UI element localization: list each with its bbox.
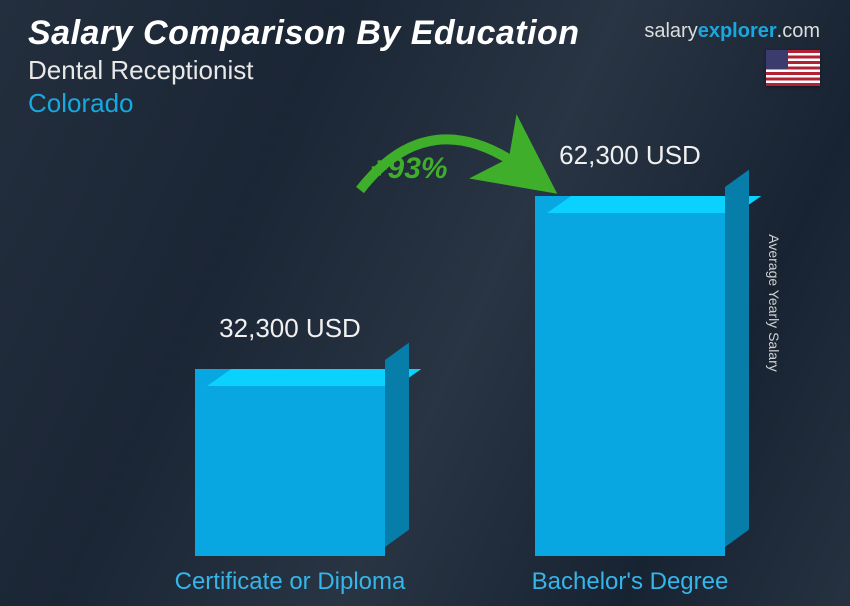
us-flag-icon [766, 50, 820, 86]
bar-value-label: 62,300 USD [500, 140, 760, 171]
bar-bachelor: 62,300 USD Bachelor's Degree [500, 196, 760, 556]
bar-category-label: Certificate or Diploma [160, 568, 420, 596]
bar-side-face [725, 170, 749, 547]
brand-main: explorer [698, 20, 777, 42]
location: Colorado [28, 88, 580, 119]
brand-prefix: salary [644, 20, 697, 42]
brand-suffix: .com [777, 20, 820, 42]
bar-front-face [195, 369, 385, 556]
job-title: Dental Receptionist [28, 55, 580, 86]
brand-logo: salaryexplorer.com [644, 20, 820, 43]
bar-front-face [535, 196, 725, 556]
bar-side-face [385, 343, 409, 547]
bar-value-label: 32,300 USD [160, 313, 420, 344]
bar-certificate: 32,300 USD Certificate or Diploma [160, 369, 420, 556]
bar-3d [535, 196, 725, 556]
page-title: Salary Comparison By Education [28, 14, 580, 53]
header: Salary Comparison By Education Dental Re… [28, 14, 580, 119]
bar-3d [195, 369, 385, 556]
bar-category-label: Bachelor's Degree [500, 568, 760, 596]
bar-chart: 32,300 USD Certificate or Diploma 62,300… [0, 150, 850, 606]
